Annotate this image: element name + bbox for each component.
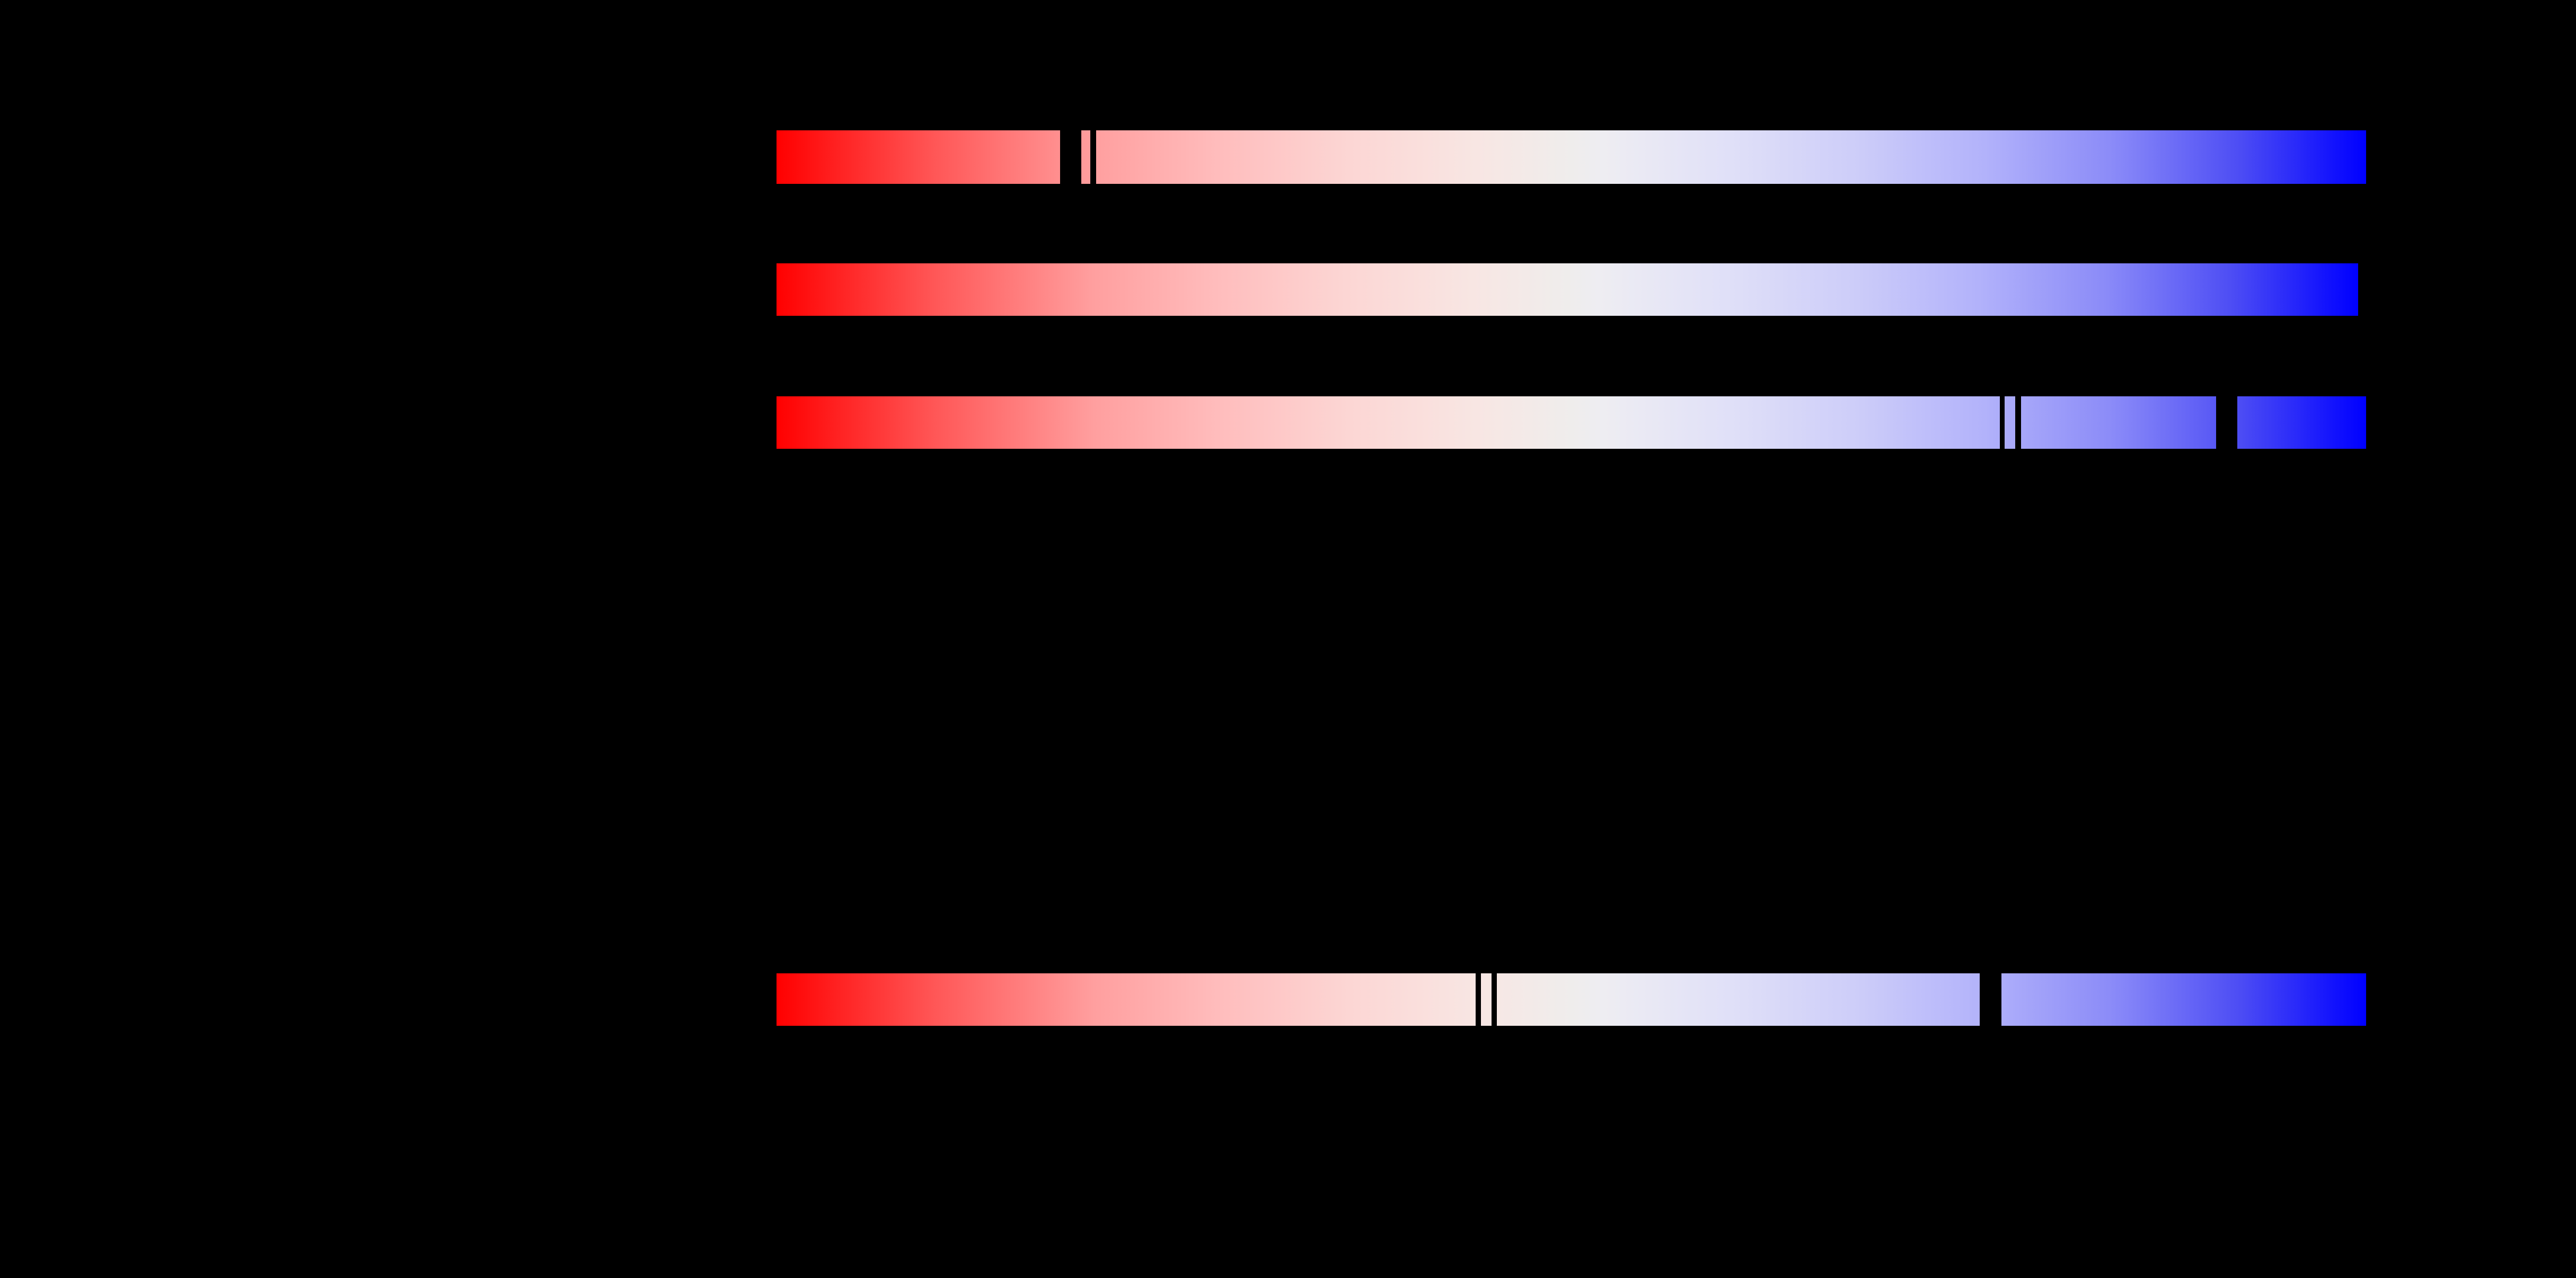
black-gap-mark bbox=[1060, 130, 1081, 184]
colormap-strip-3 bbox=[776, 396, 2366, 449]
black-gap-mark bbox=[1475, 973, 1481, 1026]
black-gap-mark bbox=[1979, 973, 2001, 1026]
black-gap-mark bbox=[2216, 396, 2237, 449]
black-gap-mark bbox=[2015, 396, 2022, 449]
colormap-strip-2 bbox=[776, 263, 2358, 316]
black-gap-mark bbox=[1090, 130, 1096, 184]
black-gap-mark bbox=[1491, 973, 1497, 1026]
black-gap-mark bbox=[2000, 396, 2005, 449]
colormap-strip-4 bbox=[776, 973, 2366, 1026]
colormap-strip-1 bbox=[776, 130, 2366, 184]
